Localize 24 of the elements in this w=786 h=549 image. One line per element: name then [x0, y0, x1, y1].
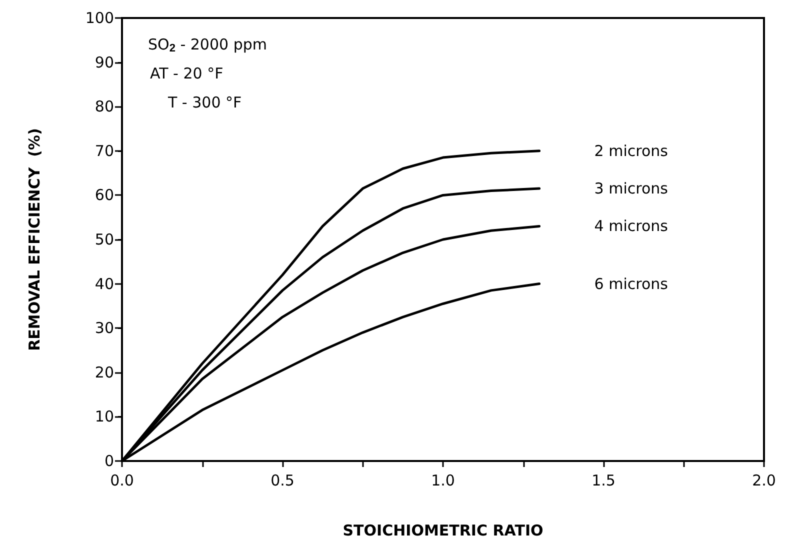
annotation: T - 300 °F [167, 94, 242, 112]
y-tick-label: 20 [94, 363, 114, 382]
x-tick-label: 1.5 [592, 472, 616, 490]
x-tick-label: 1.0 [431, 472, 455, 490]
y-tick-label: 40 [94, 274, 114, 293]
y-tick-label: 10 [94, 408, 114, 426]
x-tick-label: 0.0 [110, 472, 134, 490]
y-tick-label: 60 [94, 186, 114, 204]
text: 6 microns [594, 274, 668, 293]
y-tick-label: 70 [94, 142, 114, 160]
x-axis-title: STOICHIOMETRIC RATIO [342, 522, 544, 540]
y-tick-label: 30 [94, 319, 114, 338]
y-tick-label: 80 [94, 98, 114, 116]
x-tick-label: 0.5 [270, 472, 294, 490]
x-tick-label: 2.0 [752, 472, 776, 490]
y-axis-title: REMOVAL EFFICIENCY (%) [26, 128, 44, 351]
y-tick-label: 50 [94, 230, 114, 248]
text: 4 microns [594, 217, 668, 236]
y-tick-label: 0 [104, 452, 114, 470]
text: 3 microns [594, 180, 668, 198]
text: 2 microns [594, 142, 668, 160]
annotation: AT - 20 °F [150, 64, 224, 82]
y-tick-label: 90 [94, 53, 114, 72]
y-tick-label: 100 [85, 9, 114, 27]
